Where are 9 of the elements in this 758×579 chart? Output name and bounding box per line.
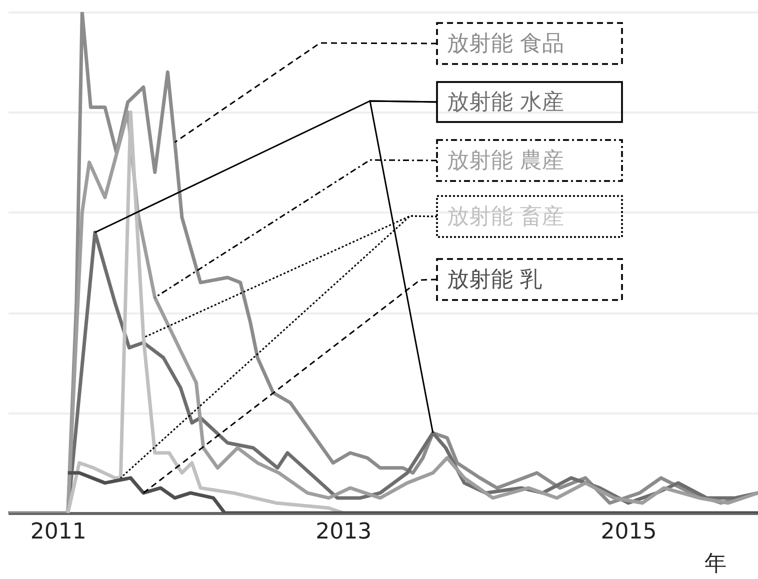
text: 放射能 食品 <box>447 32 564 56</box>
x-axis-title: 年 <box>704 552 726 576</box>
x-tick-label: 2015 <box>600 520 657 544</box>
text: 放射能 乳 <box>447 268 542 292</box>
x-tick-label: 2013 <box>316 520 372 544</box>
x-tick-label: 2011 <box>30 520 86 544</box>
text: 放射能 水産 <box>447 90 564 115</box>
text: 放射能 畜産 <box>447 204 564 230</box>
text: 放射能 農産 <box>447 148 564 174</box>
